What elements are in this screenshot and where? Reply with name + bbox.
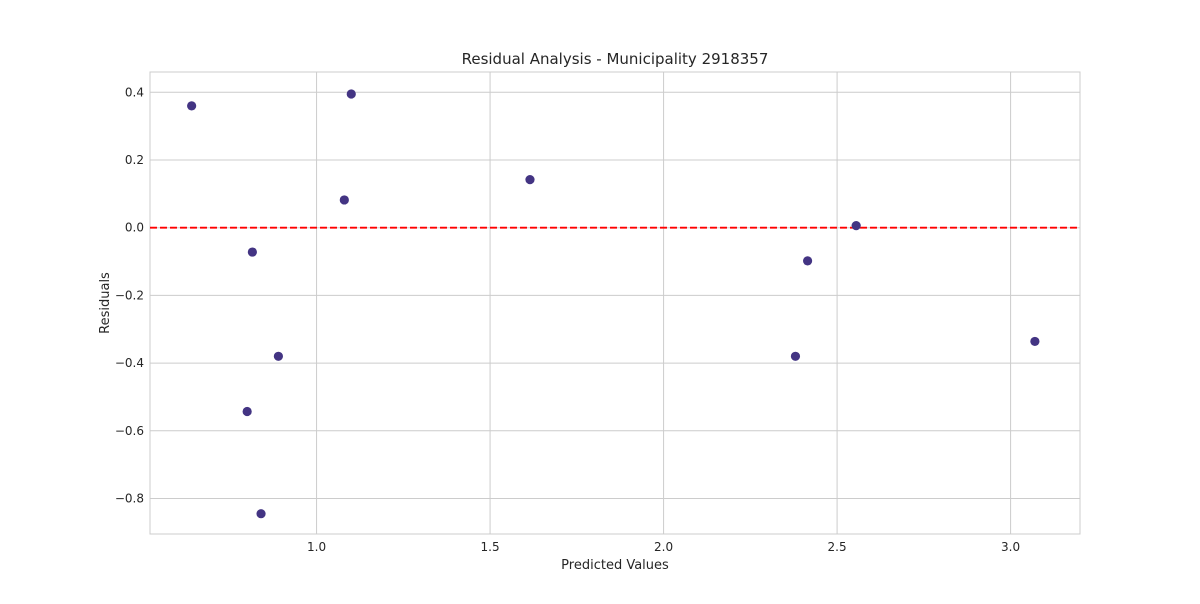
x-tick-label: 1.0 <box>307 540 326 554</box>
scatter-point <box>242 406 252 417</box>
scatter-point <box>346 89 356 99</box>
y-tick-label: −0.4 <box>115 356 144 370</box>
scatter-point <box>1030 336 1040 347</box>
y-tick-label: −0.6 <box>115 424 144 438</box>
scatter-point <box>273 351 283 361</box>
y-tick-label: 0.0 <box>125 221 144 235</box>
scatter-point <box>247 247 257 257</box>
x-tick-label: 2.5 <box>828 540 847 554</box>
y-tick-label: −0.8 <box>115 491 144 505</box>
x-tick-label: 3.0 <box>1001 540 1020 554</box>
plot-frame <box>149 71 1081 535</box>
scatter-point <box>339 195 349 205</box>
y-tick-label: −0.2 <box>115 288 144 302</box>
scatter-point <box>256 509 266 519</box>
scatter-point <box>790 351 801 361</box>
x-axis-label: Predicted Values <box>561 558 669 573</box>
data-points <box>187 89 1040 519</box>
y-axis-label: Residuals <box>98 272 113 334</box>
scatter-point <box>851 221 861 231</box>
y-tick-label: 0.2 <box>125 153 144 167</box>
scatter-point <box>525 175 535 185</box>
scatter-point <box>187 101 197 111</box>
x-tick-label: 1.5 <box>481 540 500 554</box>
tick-labels: 1.0 1.5 2.0 2.5 3.0 0.4 0.2 0.0 −0.2 −0.4 −0.6 −0.8 <box>115 85 1020 554</box>
y-tick-label: 0.4 <box>125 85 144 99</box>
plot-area <box>150 72 1080 534</box>
x-tick-label: 2.0 <box>654 540 673 554</box>
scatter-point <box>802 256 813 266</box>
chart-title: Residual Analysis - Municipality 2918357 <box>462 50 769 68</box>
